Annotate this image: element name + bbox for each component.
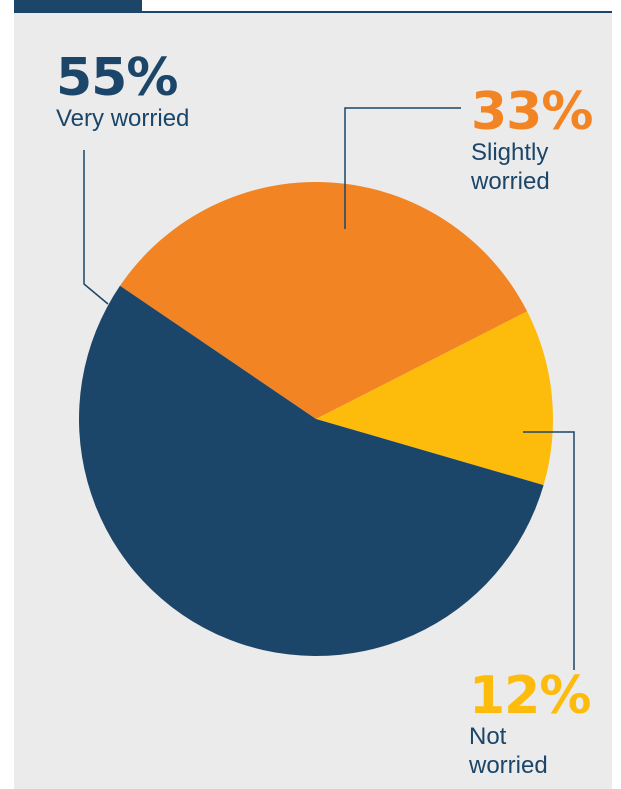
leader-line-not-worried <box>523 431 575 670</box>
value-label-not-worried: 12% <box>469 666 591 726</box>
pie-slices <box>78 181 554 657</box>
header-rule <box>14 11 612 13</box>
header-tab <box>14 0 142 12</box>
callout-not-worried: 12% Not worried <box>469 666 591 781</box>
pie-slice-very-worried <box>78 285 544 657</box>
category-label-very-worried: Very worried <box>56 105 190 132</box>
pie-slice-not-worried <box>316 311 554 486</box>
value-label-slightly-worried: 33% <box>471 82 593 142</box>
leader-lines <box>83 107 575 670</box>
callout-very-worried: 55% Very worried <box>56 52 189 133</box>
category-label-slightly-worried: Slightly worried <box>471 139 550 196</box>
leader-line-slightly-worried <box>344 107 461 229</box>
callout-slightly-worried: 33% Slightly worried <box>471 82 593 197</box>
value-label-very-worried: 55% <box>56 48 178 108</box>
pie-slice-slightly-worried <box>119 181 528 419</box>
category-label-not-worried: Not worried <box>469 723 548 780</box>
leader-line-very-worried <box>83 150 109 305</box>
